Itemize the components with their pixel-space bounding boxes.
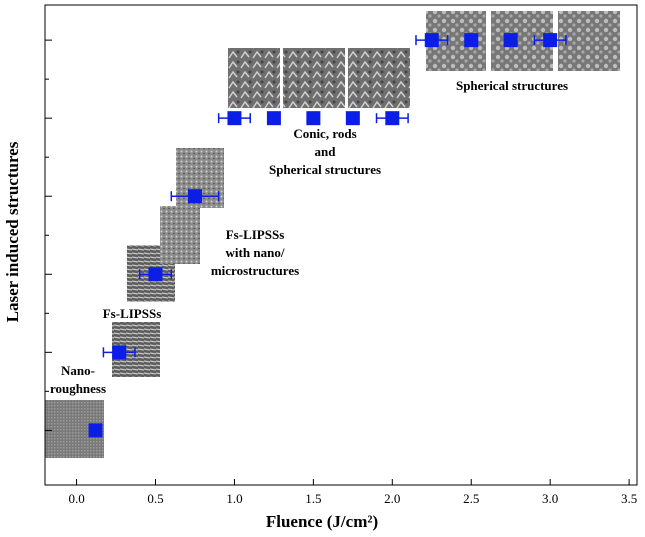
point bbox=[464, 33, 479, 48]
sem-image bbox=[228, 48, 280, 108]
annotation: roughness bbox=[50, 381, 106, 396]
annotation: Nano- bbox=[61, 363, 95, 378]
point bbox=[503, 33, 518, 48]
sem-image bbox=[283, 48, 345, 108]
y-axis-label: Laser induced structures bbox=[3, 141, 22, 322]
sem-image bbox=[348, 48, 410, 108]
annotation: with nano/ bbox=[226, 245, 285, 260]
point bbox=[187, 189, 202, 204]
x-tick-label: 1.0 bbox=[226, 491, 242, 506]
x-tick-label: 3.0 bbox=[542, 491, 558, 506]
point bbox=[88, 423, 103, 438]
sem-image bbox=[491, 11, 553, 71]
point bbox=[148, 267, 163, 282]
point bbox=[543, 33, 558, 48]
point bbox=[424, 33, 439, 48]
sem-image bbox=[558, 11, 620, 71]
x-tick-label: 0.0 bbox=[68, 491, 84, 506]
point bbox=[385, 111, 400, 126]
x-tick-label: 3.5 bbox=[621, 491, 637, 506]
annotation: Fs-LIPSSs bbox=[226, 227, 285, 242]
x-tick-label: 0.5 bbox=[147, 491, 163, 506]
annotation: Spherical structures bbox=[269, 162, 381, 177]
x-tick-label: 2.0 bbox=[384, 491, 400, 506]
x-axis-label: Fluence (J/cm²) bbox=[266, 512, 378, 531]
x-tick-label: 2.5 bbox=[463, 491, 479, 506]
point bbox=[345, 111, 360, 126]
annotation: and bbox=[315, 144, 337, 159]
annotation: microstructures bbox=[211, 263, 299, 278]
sem-image bbox=[160, 206, 200, 264]
annotation: Conic, rods bbox=[293, 126, 356, 141]
annotation: Spherical structures bbox=[456, 78, 568, 93]
point bbox=[227, 111, 242, 126]
x-tick-label: 1.5 bbox=[305, 491, 321, 506]
point bbox=[112, 345, 127, 360]
annotation: Fs-LIPSSs bbox=[103, 306, 162, 321]
plot-frame bbox=[44, 4, 638, 486]
point bbox=[306, 111, 321, 126]
point bbox=[266, 111, 281, 126]
